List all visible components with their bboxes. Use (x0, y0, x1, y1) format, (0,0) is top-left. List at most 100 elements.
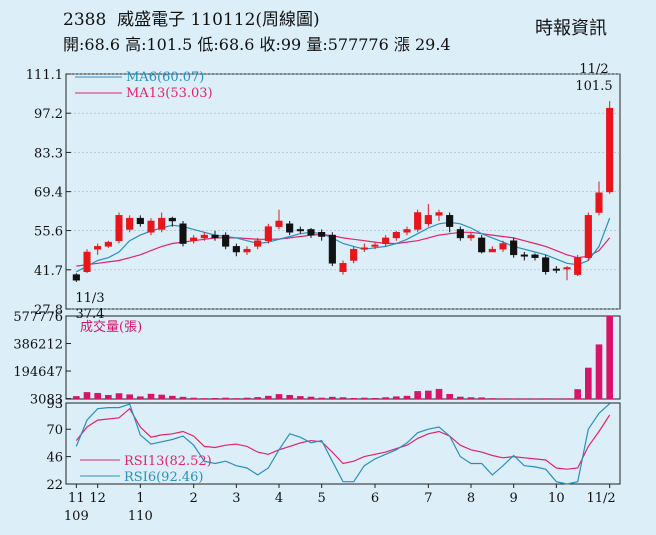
candle-body (158, 217, 166, 230)
candle-body (147, 220, 155, 233)
volume-bar (297, 396, 304, 399)
rsi-tick-label: 22 (46, 478, 63, 493)
high-value-label: 101.5 (575, 79, 612, 94)
candle-body (467, 234, 475, 239)
price-tick-label: 69.4 (34, 186, 63, 201)
volume-bar (350, 397, 357, 399)
volume-bar (233, 398, 240, 399)
volume-panel-frame (65, 315, 621, 400)
year-label-110: 110 (128, 509, 153, 524)
volume-bar (307, 396, 315, 399)
volume-bar (318, 397, 325, 399)
candle-body (350, 248, 358, 261)
volume-bar (339, 397, 347, 399)
candle-body (510, 240, 518, 256)
candle-body (254, 240, 262, 247)
volume-bar (126, 394, 133, 399)
chart-title: 2388 威盛電子 110112(周線圖) (63, 9, 320, 31)
candle-body (584, 215, 592, 258)
volume-bar (265, 395, 272, 399)
chart-date: 110112 (190, 10, 256, 30)
candle-body (328, 234, 336, 264)
rsi-tick-label: 70 (46, 423, 63, 438)
volume-bar (467, 397, 475, 399)
volume-tick-label: 3083 (30, 393, 63, 408)
candle-body (424, 215, 432, 225)
volume-bar (105, 394, 112, 399)
candle-body (264, 226, 272, 241)
volume-bar (254, 397, 261, 399)
candle-body (339, 263, 347, 273)
volume-bar (531, 398, 539, 399)
volume-bar (361, 397, 368, 399)
volume-bar (574, 389, 581, 399)
candle-body (307, 229, 315, 236)
candle-body (606, 107, 614, 193)
volume-bar (382, 397, 389, 399)
candle-body (286, 223, 294, 233)
candle-body (499, 243, 507, 250)
candle-body (371, 244, 379, 247)
stock-code: 2388 (63, 10, 107, 30)
x-tick-label: 2 (190, 491, 198, 506)
rsi-panel-frame (65, 402, 621, 485)
rsi6-line (75, 403, 611, 485)
candle-body (222, 234, 230, 247)
high-date-label: 11/2 (579, 62, 608, 77)
volume-bar (169, 395, 176, 399)
chart-kind: (周線圖) (255, 10, 320, 30)
candle-body (296, 229, 304, 232)
candle-body (126, 217, 134, 230)
volume-bar (435, 388, 443, 399)
candle-body (83, 251, 91, 273)
volume-tick-label: 194647 (13, 365, 63, 380)
price-tick-label: 97.2 (34, 107, 63, 122)
candle-body (382, 237, 390, 244)
price-tick-label: 111.1 (26, 68, 63, 83)
price-tick-label: 41.7 (34, 264, 63, 279)
volume-bar (243, 397, 251, 399)
volume-bar (158, 394, 165, 399)
x-tick-label: 3 (232, 491, 240, 506)
source-brand: 時報資訊 (535, 18, 607, 39)
volume-bar (393, 396, 400, 399)
ma6-legend-label: MA6(60.07) (126, 70, 204, 85)
volume-bar (553, 398, 560, 399)
volume-bar (510, 398, 517, 399)
x-tick-label: 12 (89, 491, 106, 506)
price-tick-label: 55.6 (34, 225, 63, 240)
candle-body (115, 215, 123, 241)
x-tick-label: 8 (467, 491, 475, 506)
rsi13-legend-label: RSI13(82.52) (124, 454, 212, 469)
ohlc-stats: 開:68.6 高:101.5 低:68.6 收:99 量:577776 漲 29… (63, 35, 451, 54)
candle-body (595, 192, 603, 213)
volume-bar (595, 344, 603, 399)
volume-bar (222, 397, 229, 399)
volume-bar (371, 397, 379, 399)
volume-tick-label: 386212 (13, 338, 63, 353)
x-tick-label: 5 (318, 491, 326, 506)
price-tick-label: 27.8 (34, 303, 63, 318)
candle-body (574, 257, 582, 275)
candle-body (456, 229, 464, 239)
volume-bar (414, 391, 421, 399)
candle-body (478, 237, 486, 253)
volume-tick-label: 577776 (13, 310, 63, 325)
x-tick-label: 7 (424, 491, 432, 506)
volume-bar (489, 398, 496, 399)
volume-bar (478, 397, 485, 399)
x-tick-label: 1 (136, 491, 144, 506)
x-tick-label: 9 (510, 491, 518, 506)
volume-bar (190, 397, 197, 399)
ma13-line (76, 231, 611, 267)
volume-bar (606, 316, 613, 399)
volume-bar (94, 392, 101, 399)
candle-body (179, 223, 187, 244)
volume-bar (446, 393, 453, 399)
ma6-line (76, 217, 611, 273)
candle-body (168, 217, 176, 222)
volume-bar (329, 396, 336, 399)
ma13-legend-label: MA13(53.03) (126, 86, 213, 101)
volume-bar (137, 396, 144, 399)
x-tick-label: 11 (68, 491, 85, 506)
